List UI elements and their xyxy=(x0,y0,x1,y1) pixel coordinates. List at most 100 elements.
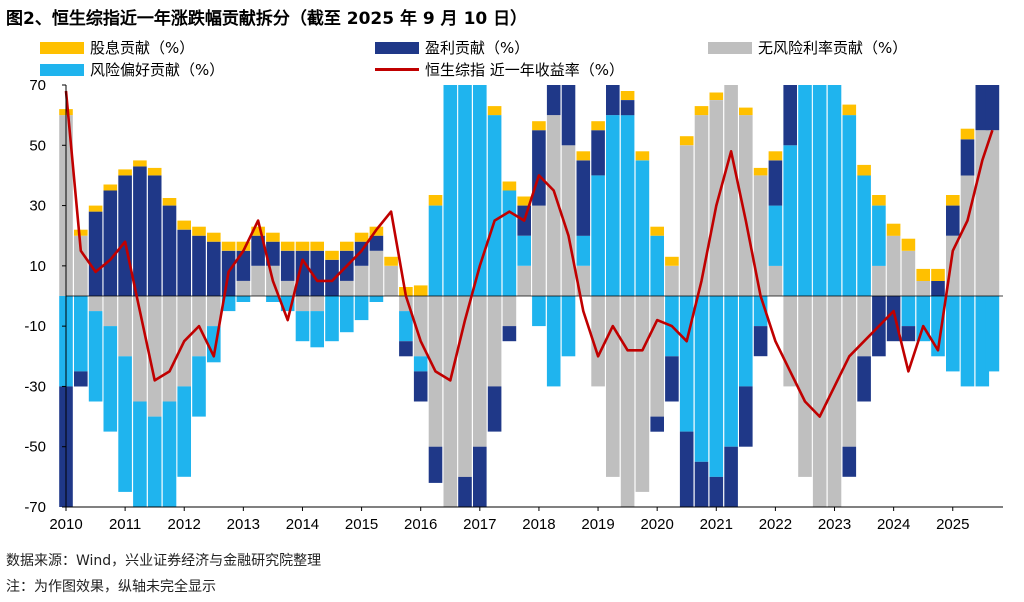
bar-dividend xyxy=(251,226,265,236)
line-hsci-return xyxy=(64,90,994,418)
bar-earnings xyxy=(783,85,797,146)
bar-earnings xyxy=(665,356,679,402)
bar-risk-appetite xyxy=(783,145,797,296)
bar-risk-appetite xyxy=(724,296,738,447)
bar-earnings xyxy=(502,326,517,342)
bar-earnings xyxy=(960,139,975,176)
bar-risk-appetite xyxy=(413,356,428,372)
bar-riskfree xyxy=(709,100,724,296)
legend-label-dividend: 股息贡献（%） xyxy=(90,39,195,57)
bar-dividend xyxy=(502,181,517,191)
bar-risk-appetite xyxy=(295,311,310,342)
bar-dividend xyxy=(635,151,650,161)
x-tick-label: 2011 xyxy=(109,516,141,533)
legend-label-riskfree: 无风险利率贡献（%） xyxy=(758,39,908,57)
bar-earnings xyxy=(413,371,428,402)
bar-riskfree xyxy=(413,296,428,357)
bar-risk-appetite xyxy=(458,85,472,296)
y-tick-label: -30 xyxy=(24,378,46,395)
bar-dividend xyxy=(295,241,310,251)
bar-earnings xyxy=(118,175,132,296)
bar-risk-appetite xyxy=(546,296,561,387)
bar-dividend xyxy=(177,220,191,230)
bar-risk-appetite xyxy=(517,235,531,266)
bar-dividend xyxy=(266,232,280,242)
bar-riskfree xyxy=(295,296,310,312)
bar-earnings xyxy=(369,235,384,251)
bar-dividend xyxy=(960,128,975,140)
bar-earnings xyxy=(207,241,221,296)
bar-dividend xyxy=(340,241,354,251)
bar-riskfree xyxy=(354,265,369,296)
bar-risk-appetite xyxy=(428,205,443,296)
bar-riskfree xyxy=(251,265,265,296)
bar-dividend xyxy=(147,167,162,176)
bar-dividend xyxy=(946,195,960,206)
bar-dividend xyxy=(620,91,635,100)
plot-area xyxy=(59,85,1003,507)
bar-riskfree xyxy=(812,296,827,507)
bar-riskfree xyxy=(827,296,842,507)
bar-dividend xyxy=(236,241,251,251)
bar-earnings xyxy=(724,446,738,507)
bar-risk-appetite xyxy=(739,296,753,387)
bar-risk-appetite xyxy=(221,296,236,312)
bar-risk-appetite xyxy=(502,190,517,296)
bar-risk-appetite xyxy=(931,296,945,357)
bar-risk-appetite xyxy=(74,296,88,372)
bar-earnings xyxy=(842,446,857,477)
y-tick-label: -50 xyxy=(24,439,46,456)
bar-riskfree xyxy=(650,296,664,417)
bar-risk-appetite xyxy=(812,85,827,296)
bar-riskfree xyxy=(857,296,871,357)
bar-dividend xyxy=(354,232,369,242)
bar-dividend xyxy=(591,121,605,131)
bar-dividend xyxy=(931,268,945,281)
bar-earnings xyxy=(473,446,487,507)
legend-swatch-hsci-return xyxy=(375,68,419,71)
bar-dividend xyxy=(192,226,206,236)
bar-earnings xyxy=(679,431,694,507)
bar-risk-appetite xyxy=(369,296,384,302)
bar-risk-appetite xyxy=(118,356,132,492)
bar-dividend xyxy=(384,256,398,266)
bar-earnings xyxy=(768,160,783,206)
y-tick-label: 70 xyxy=(29,77,46,94)
bar-earnings xyxy=(88,211,103,296)
bar-riskfree xyxy=(665,265,679,296)
bar-dividend xyxy=(739,107,753,116)
bar-earnings xyxy=(192,235,206,296)
bar-earnings xyxy=(295,250,310,296)
bar-earnings xyxy=(162,205,177,296)
bar-dividend xyxy=(118,169,132,176)
bar-earnings xyxy=(103,190,118,296)
x-tick-label: 2025 xyxy=(936,516,969,533)
legend-swatch-dividend xyxy=(40,41,84,54)
x-tick-label: 2013 xyxy=(227,516,260,533)
bar-risk-appetite xyxy=(399,311,413,342)
bar-risk-appetite xyxy=(354,296,369,321)
bar-dividend xyxy=(886,223,901,236)
bar-riskfree xyxy=(74,235,88,296)
bar-riskfree xyxy=(340,280,354,296)
bar-dividend xyxy=(103,184,118,191)
bar-risk-appetite xyxy=(561,296,576,357)
x-tick-label: 2016 xyxy=(404,516,437,533)
bar-riskfree xyxy=(694,115,709,296)
bar-earnings xyxy=(901,326,916,342)
bar-earnings xyxy=(428,446,443,483)
bar-dividend xyxy=(221,241,236,251)
bar-risk-appetite xyxy=(177,386,191,477)
bar-risk-appetite xyxy=(88,311,103,402)
bar-riskfree xyxy=(960,175,975,296)
bar-riskfree xyxy=(798,296,812,477)
bar-riskfree xyxy=(103,296,118,327)
bar-riskfree xyxy=(280,280,295,296)
bar-earnings xyxy=(546,85,561,116)
bar-risk-appetite xyxy=(606,115,620,296)
bar-earnings xyxy=(236,250,251,281)
bar-dividend xyxy=(325,250,339,260)
bar-riskfree xyxy=(236,280,251,296)
bar-riskfree xyxy=(886,235,901,296)
x-tick-label: 2021 xyxy=(700,516,733,533)
